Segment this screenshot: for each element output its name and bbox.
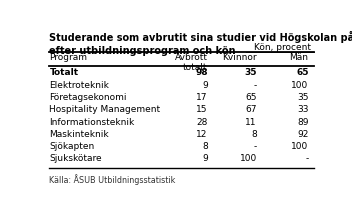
- Text: 12: 12: [196, 130, 208, 139]
- Text: 100: 100: [291, 81, 309, 90]
- Text: 8: 8: [202, 142, 208, 151]
- Text: -: -: [253, 81, 257, 90]
- Text: 89: 89: [297, 118, 309, 127]
- Text: Sjukskötare: Sjukskötare: [49, 154, 102, 164]
- Text: 98: 98: [195, 68, 208, 77]
- Text: -: -: [306, 154, 309, 164]
- Text: Sjökapten: Sjökapten: [49, 142, 95, 151]
- Text: 100: 100: [239, 154, 257, 164]
- Text: Kön, procent: Kön, procent: [254, 43, 311, 52]
- Text: Studerande som avbrutit sina studier vid Högskolan på Åland 2019
efter utbildnin: Studerande som avbrutit sina studier vid…: [49, 31, 352, 56]
- Text: Avbrott
totalt: Avbrott totalt: [175, 53, 208, 72]
- Text: Källa: ÅSUB Utbildningsstatistik: Källa: ÅSUB Utbildningsstatistik: [49, 174, 176, 185]
- Text: 67: 67: [245, 105, 257, 114]
- Text: Kvinnor: Kvinnor: [222, 53, 257, 62]
- Text: 17: 17: [196, 93, 208, 102]
- Text: 35: 35: [244, 68, 257, 77]
- Text: 15: 15: [196, 105, 208, 114]
- Text: 8: 8: [251, 130, 257, 139]
- Text: Hospitality Management: Hospitality Management: [49, 105, 161, 114]
- Text: 100: 100: [291, 142, 309, 151]
- Text: 11: 11: [245, 118, 257, 127]
- Text: 28: 28: [196, 118, 208, 127]
- Text: 9: 9: [202, 154, 208, 164]
- Text: 92: 92: [297, 130, 309, 139]
- Text: 35: 35: [297, 93, 309, 102]
- Text: 65: 65: [296, 68, 309, 77]
- Text: Elektroteknik: Elektroteknik: [49, 81, 109, 90]
- Text: -: -: [253, 142, 257, 151]
- Text: Totalt: Totalt: [49, 68, 78, 77]
- Text: Män: Män: [290, 53, 309, 62]
- Text: Maskinteknik: Maskinteknik: [49, 130, 109, 139]
- Text: Företagsekonomi: Företagsekonomi: [49, 93, 127, 102]
- Text: 65: 65: [245, 93, 257, 102]
- Text: Informationsteknik: Informationsteknik: [49, 118, 135, 127]
- Text: 9: 9: [202, 81, 208, 90]
- Text: Program: Program: [49, 53, 87, 62]
- Text: 33: 33: [297, 105, 309, 114]
